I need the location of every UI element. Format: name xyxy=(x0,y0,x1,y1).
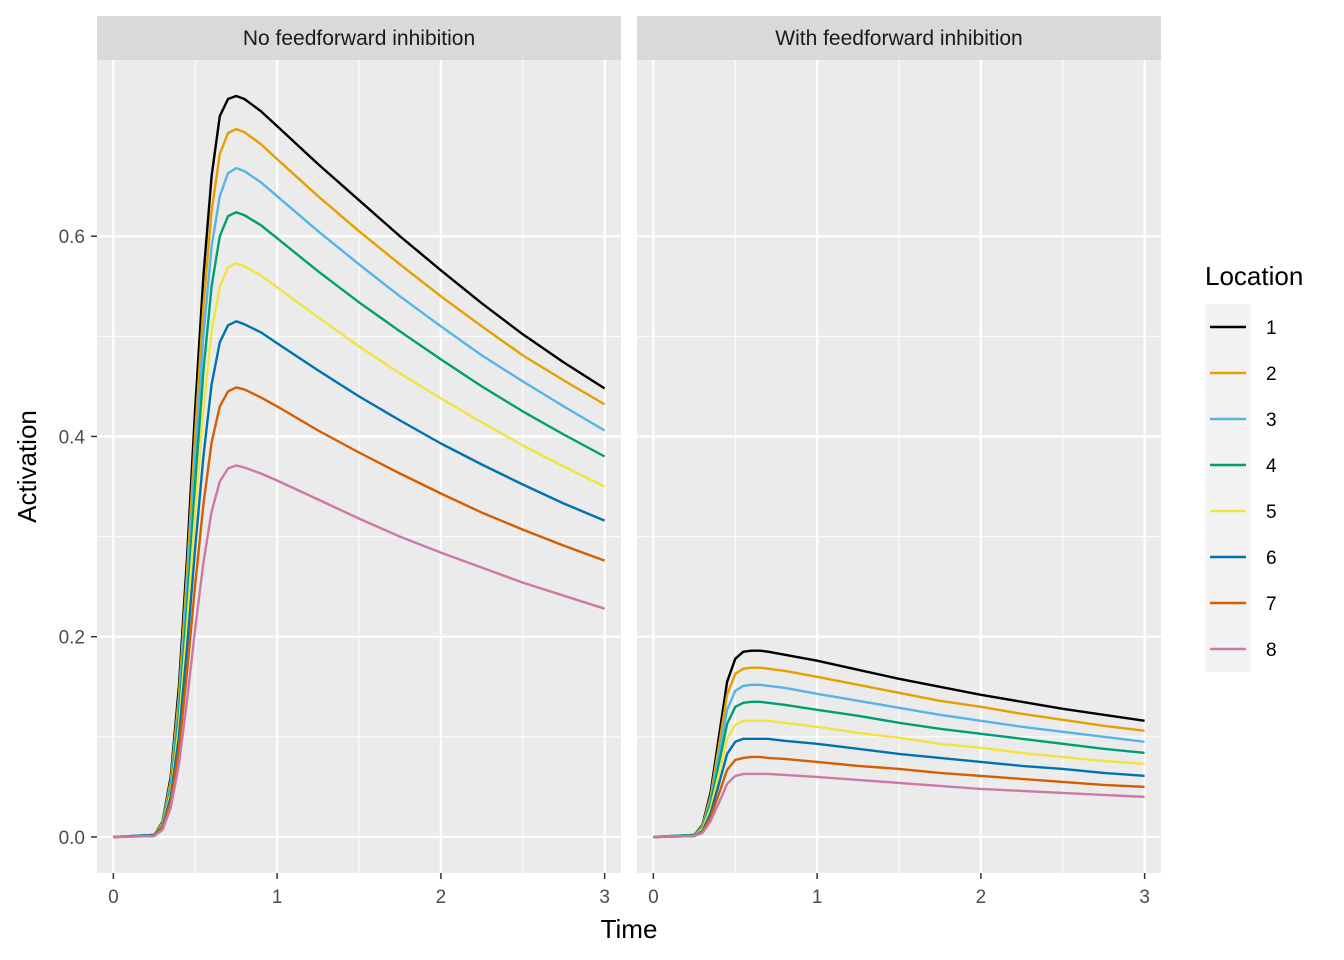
legend-title: Location xyxy=(1205,261,1303,291)
x-tick-label: 1 xyxy=(812,887,823,908)
series-line-6 xyxy=(653,737,1145,839)
y-tick-label: 0.0 xyxy=(59,828,85,849)
panel-1: No feedforward inhibition 0 1 2 3 0.0 0.2 0.4 0.… xyxy=(59,16,621,908)
series-line-8 xyxy=(653,772,1145,839)
panel-2: With feedforward inhibition 0 1 2 3 xyxy=(637,16,1161,908)
panel-strip xyxy=(97,16,621,60)
legend-label: 3 xyxy=(1266,410,1277,431)
legend-label: 2 xyxy=(1266,364,1277,385)
panel-strip xyxy=(637,16,1161,60)
x-tick-label: 0 xyxy=(648,887,659,908)
series-line-7 xyxy=(113,386,606,839)
x-axis-title: Time xyxy=(601,914,658,944)
series-line-5 xyxy=(653,719,1145,839)
series-line-4 xyxy=(653,700,1145,839)
axes-layer: Time Activation xyxy=(12,410,657,944)
legend-label: 5 xyxy=(1266,502,1277,523)
panel-title: With feedforward inhibition xyxy=(775,27,1022,50)
legend-label: 1 xyxy=(1266,318,1277,339)
legend-label: 8 xyxy=(1266,640,1277,661)
series-line-8 xyxy=(113,464,605,839)
legend-label: 4 xyxy=(1266,456,1277,477)
y-tick-label: 0.6 xyxy=(59,227,85,248)
series-line-7 xyxy=(653,755,1145,839)
legend: Location 1 2 3 4 5 6 7 8 xyxy=(1205,261,1303,672)
y-axis-title: Activation xyxy=(12,410,42,523)
x-tick-label: 0 xyxy=(108,887,119,908)
y-tick-label: 0.4 xyxy=(59,427,86,448)
y-tick-label: 0.2 xyxy=(59,628,85,649)
x-tick-label: 3 xyxy=(599,887,610,908)
legend-label: 7 xyxy=(1266,594,1277,615)
panel-title: No feedforward inhibition xyxy=(243,27,475,50)
series-line-6 xyxy=(113,320,606,839)
x-tick-label: 2 xyxy=(436,887,447,908)
x-tick-label: 2 xyxy=(976,887,987,908)
x-tick-label: 1 xyxy=(272,887,283,908)
x-tick-label: 3 xyxy=(1139,887,1150,908)
panels-layer: No feedforward inhibition 0 1 2 3 0.0 0.2 0.4 0.… xyxy=(59,16,1161,908)
legend-label: 6 xyxy=(1266,548,1277,569)
